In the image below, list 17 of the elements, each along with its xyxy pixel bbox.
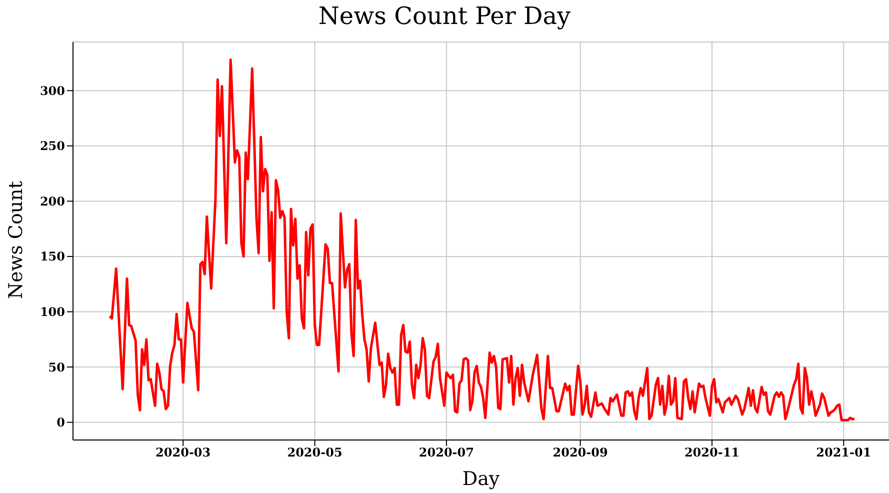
y-tick-label: 300: [40, 84, 65, 98]
y-axis-title: News Count: [5, 180, 27, 300]
y-tick-label: 100: [40, 305, 65, 320]
chart-title: News Count Per Day: [317, 2, 572, 30]
x-tick-label: 2020-09: [552, 446, 608, 460]
y-tick-label: 200: [40, 194, 65, 208]
y-tick-label: 50: [48, 360, 65, 374]
line-series: [108, 58, 856, 422]
x-tick-label: 2020-05: [287, 446, 342, 460]
x-tick-label: 2021-01: [816, 446, 872, 460]
x-axis-title: Day: [461, 468, 501, 490]
y-tick-label: 0: [56, 416, 65, 430]
x-tick-label: 2020-07: [418, 446, 474, 460]
y-tick-label: 150: [40, 250, 65, 264]
y-tick-label: 250: [40, 139, 65, 154]
x-tick-label: 2020-11: [684, 446, 740, 460]
x-tick-label: 2020-03: [156, 446, 211, 460]
